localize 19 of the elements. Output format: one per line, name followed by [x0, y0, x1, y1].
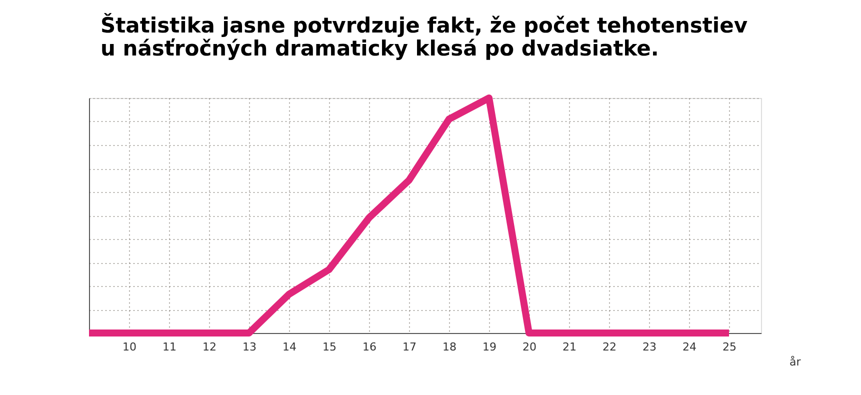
- x-tick-label: 10: [122, 340, 136, 354]
- x-tick-label: 22: [602, 340, 616, 354]
- x-tick-label: 18: [442, 340, 456, 354]
- x-tick-label: 16: [362, 340, 376, 354]
- text: Štatistika jasne potvrdzuje fakt, že počet tehotenstiev: [100, 14, 748, 38]
- x-tick-label: 14: [282, 340, 296, 354]
- x-tick-label: 11: [162, 340, 176, 354]
- x-tick-label: 13: [242, 340, 256, 354]
- x-axis-title: år: [790, 356, 802, 368]
- x-tick-label: 23: [642, 340, 656, 354]
- x-tick-label: 21: [562, 340, 576, 354]
- x-tick-label: 20: [522, 340, 536, 354]
- text: u násťročných dramaticky klesá po dvadsiatke.: [100, 36, 659, 60]
- x-tick-label: 25: [722, 340, 736, 354]
- x-tick-label: 12: [202, 340, 216, 354]
- x-tick-label: 19: [482, 340, 496, 354]
- x-tick-label: 24: [682, 340, 696, 354]
- x-tick-label: 17: [402, 340, 416, 354]
- x-tick-label: 15: [322, 340, 336, 354]
